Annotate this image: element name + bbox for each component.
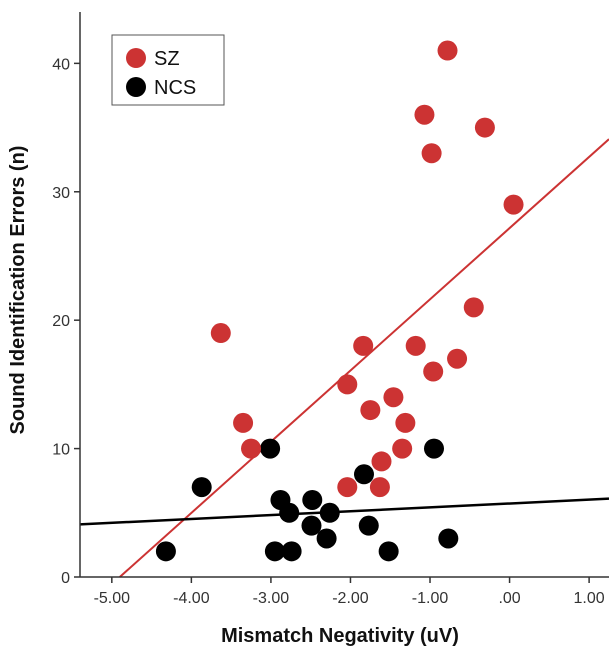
data-point-sz xyxy=(371,451,392,472)
data-points xyxy=(155,40,524,562)
data-point-ncs xyxy=(264,541,285,562)
data-point-ncs xyxy=(301,515,322,536)
data-point-ncs xyxy=(260,438,281,459)
data-point-sz xyxy=(392,438,413,459)
data-point-ncs xyxy=(353,464,374,485)
axes: 0 10 20 30 40 -5.00 -4.00 -3.00 -2.00 -1.00 .00 1.0… xyxy=(52,12,609,607)
data-point-sz xyxy=(405,335,426,356)
y-tick-label: 30 xyxy=(52,185,70,202)
data-point-sz xyxy=(437,40,458,61)
data-point-sz xyxy=(414,104,435,125)
data-point-ncs xyxy=(378,541,399,562)
data-point-ncs xyxy=(281,541,302,562)
data-point-ncs xyxy=(319,502,340,523)
data-point-ncs xyxy=(316,528,337,549)
legend-label-ncs: NCS xyxy=(154,77,196,99)
data-point-ncs xyxy=(279,502,300,523)
data-point-sz xyxy=(241,438,262,459)
x-tick-label: -5.00 xyxy=(94,590,131,607)
data-point-sz xyxy=(503,194,524,215)
data-point-sz xyxy=(463,297,484,318)
y-tick-label: 20 xyxy=(52,313,70,330)
legend: SZ NCS xyxy=(111,34,225,106)
x-tick-label: -4.00 xyxy=(173,590,210,607)
x-tick-label: 1.00 xyxy=(574,590,605,607)
data-point-sz xyxy=(337,374,358,395)
data-point-sz xyxy=(395,412,416,433)
fit-line-ncs xyxy=(79,497,609,526)
data-point-ncs xyxy=(423,438,444,459)
data-point-sz xyxy=(383,387,404,408)
data-point-sz xyxy=(353,335,374,356)
data-point-ncs xyxy=(358,515,379,536)
y-tick-label: 10 xyxy=(52,442,70,459)
data-point-sz xyxy=(360,400,381,421)
x-axis-title: Mismatch Negativity (uV) xyxy=(221,625,459,647)
data-point-ncs xyxy=(438,528,459,549)
legend-label-sz: SZ xyxy=(154,48,180,70)
data-point-sz xyxy=(474,117,495,138)
x-tick-label: -3.00 xyxy=(253,590,290,607)
data-point-sz xyxy=(233,412,254,433)
legend-marker-sz xyxy=(126,48,146,68)
data-point-sz xyxy=(421,143,442,164)
fit-lines xyxy=(79,138,609,578)
data-point-ncs xyxy=(302,489,323,510)
y-tick-label: 40 xyxy=(52,56,70,73)
data-point-ncs xyxy=(191,477,212,498)
legend-marker-ncs xyxy=(126,77,146,97)
x-tick-label: -1.00 xyxy=(412,590,449,607)
x-tick-label: -2.00 xyxy=(332,590,369,607)
y-axis-title: Sound Identification Errors (n) xyxy=(7,146,29,435)
data-point-ncs xyxy=(155,541,176,562)
x-tick-label: .00 xyxy=(498,590,520,607)
y-tick-label: 0 xyxy=(61,570,70,587)
data-point-sz xyxy=(337,477,358,498)
data-point-sz xyxy=(369,477,390,498)
data-point-sz xyxy=(447,348,468,369)
data-point-sz xyxy=(423,361,444,382)
data-point-sz xyxy=(210,323,231,344)
fit-line-sz xyxy=(119,138,609,578)
